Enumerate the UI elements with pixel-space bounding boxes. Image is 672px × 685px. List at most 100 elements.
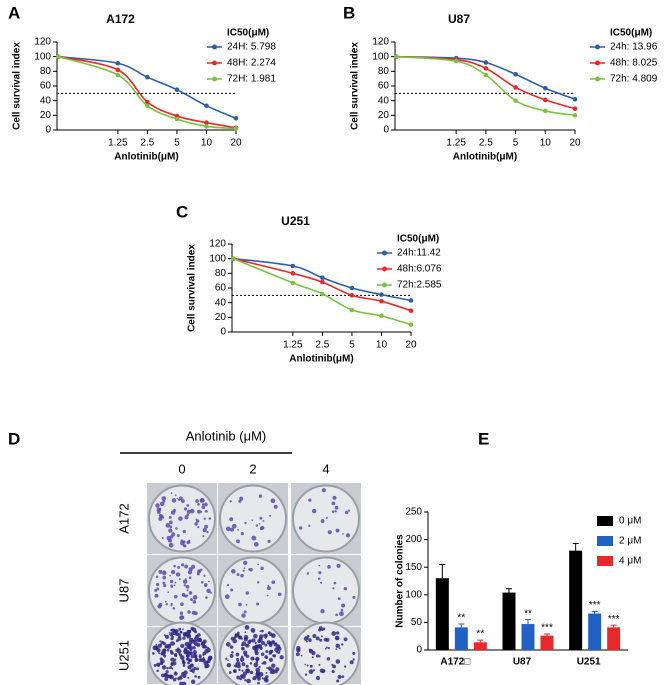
x-tick-label: 10 [540,138,552,149]
colony [183,670,188,675]
colony [270,640,275,645]
colony [258,665,261,669]
colony [238,668,241,672]
colony [163,654,167,658]
colony [264,643,268,647]
colony [244,631,247,634]
colony [327,530,332,535]
colony [201,505,206,510]
data-point [290,280,296,286]
data-point [483,72,489,78]
colony [336,638,339,641]
colony [334,510,337,513]
colony [168,515,172,519]
colony [344,665,347,668]
colony [304,663,306,666]
data-point [453,58,459,64]
colony [202,651,207,656]
colony [158,513,163,518]
colony [251,519,254,522]
chart-title: U87 [448,12,470,26]
colony [258,672,264,677]
colony [259,646,263,650]
bar [521,624,535,650]
significance-label: *** [589,600,601,611]
colony [190,679,196,684]
colony [336,679,340,683]
data-point [174,87,180,92]
legend-marker [382,250,387,256]
colony [245,643,250,648]
colony [193,666,197,671]
colony [204,664,209,669]
data-point [290,263,296,269]
x-axis-label: Anlotinib(μM) [114,152,178,163]
colony [179,615,184,620]
colony [238,602,242,607]
data-point [204,124,209,129]
colony [164,674,168,678]
data-point [115,67,121,73]
colony [254,648,257,651]
colony [245,603,248,606]
colony [182,636,186,640]
data-point [513,98,518,103]
colony [277,592,282,597]
colony [158,652,161,655]
colony [174,653,178,658]
colony [229,517,234,522]
colony [352,658,355,661]
bar [607,627,621,650]
colony [312,669,315,672]
colony [182,628,184,631]
data-point [349,293,355,298]
error-bar [458,623,465,628]
colony [235,662,238,665]
y-tick-label: 40 [378,95,390,106]
colony [265,656,269,660]
colony [341,643,344,646]
colony [190,639,193,642]
colony [179,655,185,660]
colony [187,540,191,544]
colony [209,591,212,594]
colony [236,659,239,662]
colony [298,526,303,530]
legend-label: 24H: 5.798 [227,42,276,53]
x-tick-label: 20 [405,340,417,351]
colony [231,569,236,574]
colony [197,509,201,514]
colony [170,657,175,662]
colony [271,580,276,585]
x-tick-label: A172□ [440,657,470,668]
colony [268,649,273,654]
legend-marker [212,44,217,50]
colony [232,638,238,644]
colony [229,527,234,532]
data-point [204,103,209,109]
colony [196,667,200,671]
colony [335,643,340,649]
colony [185,654,190,658]
x-tick-label: 20 [569,138,581,149]
colony [344,510,349,515]
colony [168,528,173,533]
colony [152,645,158,651]
column-label: 4 [322,461,329,476]
y-tick-label: 120 [209,239,226,250]
colony [249,670,254,675]
colony [197,571,200,574]
colony [170,662,174,665]
colony [262,661,267,665]
y-tick-label: 100 [372,51,389,62]
colony [184,578,187,581]
colony [203,660,209,666]
x-tick-label: 5 [513,138,519,149]
x-tick-label: 1.25 [446,138,466,149]
colony [193,653,197,657]
colony [185,584,190,589]
legend-marker [212,60,217,66]
colony [271,663,276,668]
colony [236,675,241,680]
colony [194,638,196,641]
